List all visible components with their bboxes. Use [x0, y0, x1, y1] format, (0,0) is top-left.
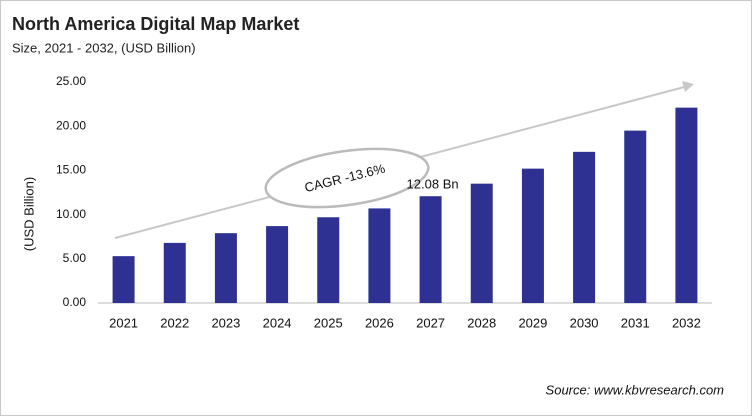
- x-tick-label: 2025: [314, 315, 343, 330]
- value-label: 12.08 Bn: [407, 177, 459, 192]
- y-axis-label: (USD Billion): [21, 177, 36, 251]
- x-tick-label: 2024: [263, 315, 292, 330]
- x-tick-label: 2022: [160, 315, 189, 330]
- y-tick-label: 25.00: [56, 74, 86, 88]
- y-tick-label: 15.00: [56, 163, 86, 177]
- y-tick-label: 20.00: [56, 118, 86, 132]
- source-note: Source: www.kbvresearch.com: [546, 382, 725, 397]
- bar: [317, 217, 340, 303]
- cagr-ellipse: [264, 147, 430, 209]
- y-tick-label: 5.00: [63, 251, 87, 265]
- bar: [624, 130, 647, 303]
- arrow-head: [682, 81, 694, 92]
- x-tick-label: 2031: [621, 315, 650, 330]
- bar: [368, 208, 391, 303]
- y-tick-label: 0.00: [63, 295, 87, 309]
- x-tick-label: 2026: [365, 315, 394, 330]
- chart-title: North America Digital Map Market: [12, 14, 299, 34]
- x-tick-label: 2027: [416, 315, 445, 330]
- x-tick-label: 2032: [672, 315, 701, 330]
- chart-subtitle: Size, 2021 - 2032, (USD Billion): [12, 40, 196, 55]
- x-tick-label: 2023: [211, 315, 240, 330]
- bar: [419, 196, 442, 303]
- bar: [675, 107, 698, 303]
- y-tick-label: 10.00: [56, 207, 86, 221]
- bar: [112, 256, 135, 303]
- bar: [266, 226, 289, 303]
- bar: [573, 151, 596, 303]
- x-tick-label: 2028: [467, 315, 496, 330]
- bar: [214, 233, 237, 303]
- bar: [163, 242, 186, 303]
- bar: [470, 183, 493, 303]
- x-tick-label: 2021: [109, 315, 138, 330]
- bar: [521, 168, 544, 303]
- x-tick-label: 2030: [570, 315, 599, 330]
- x-tick-label: 2029: [518, 315, 547, 330]
